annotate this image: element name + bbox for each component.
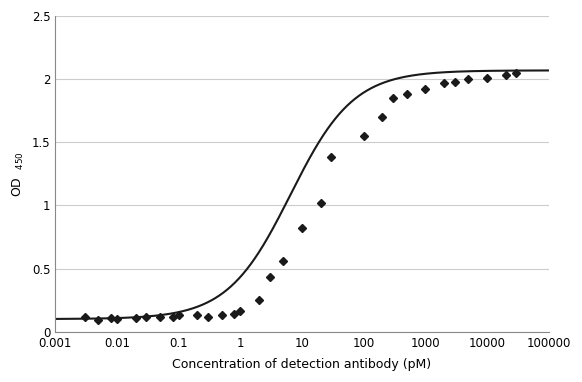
Y-axis label: OD  $_{450}$: OD $_{450}$ bbox=[11, 151, 26, 197]
X-axis label: Concentration of detection antibody (pM): Concentration of detection antibody (pM) bbox=[172, 358, 431, 371]
